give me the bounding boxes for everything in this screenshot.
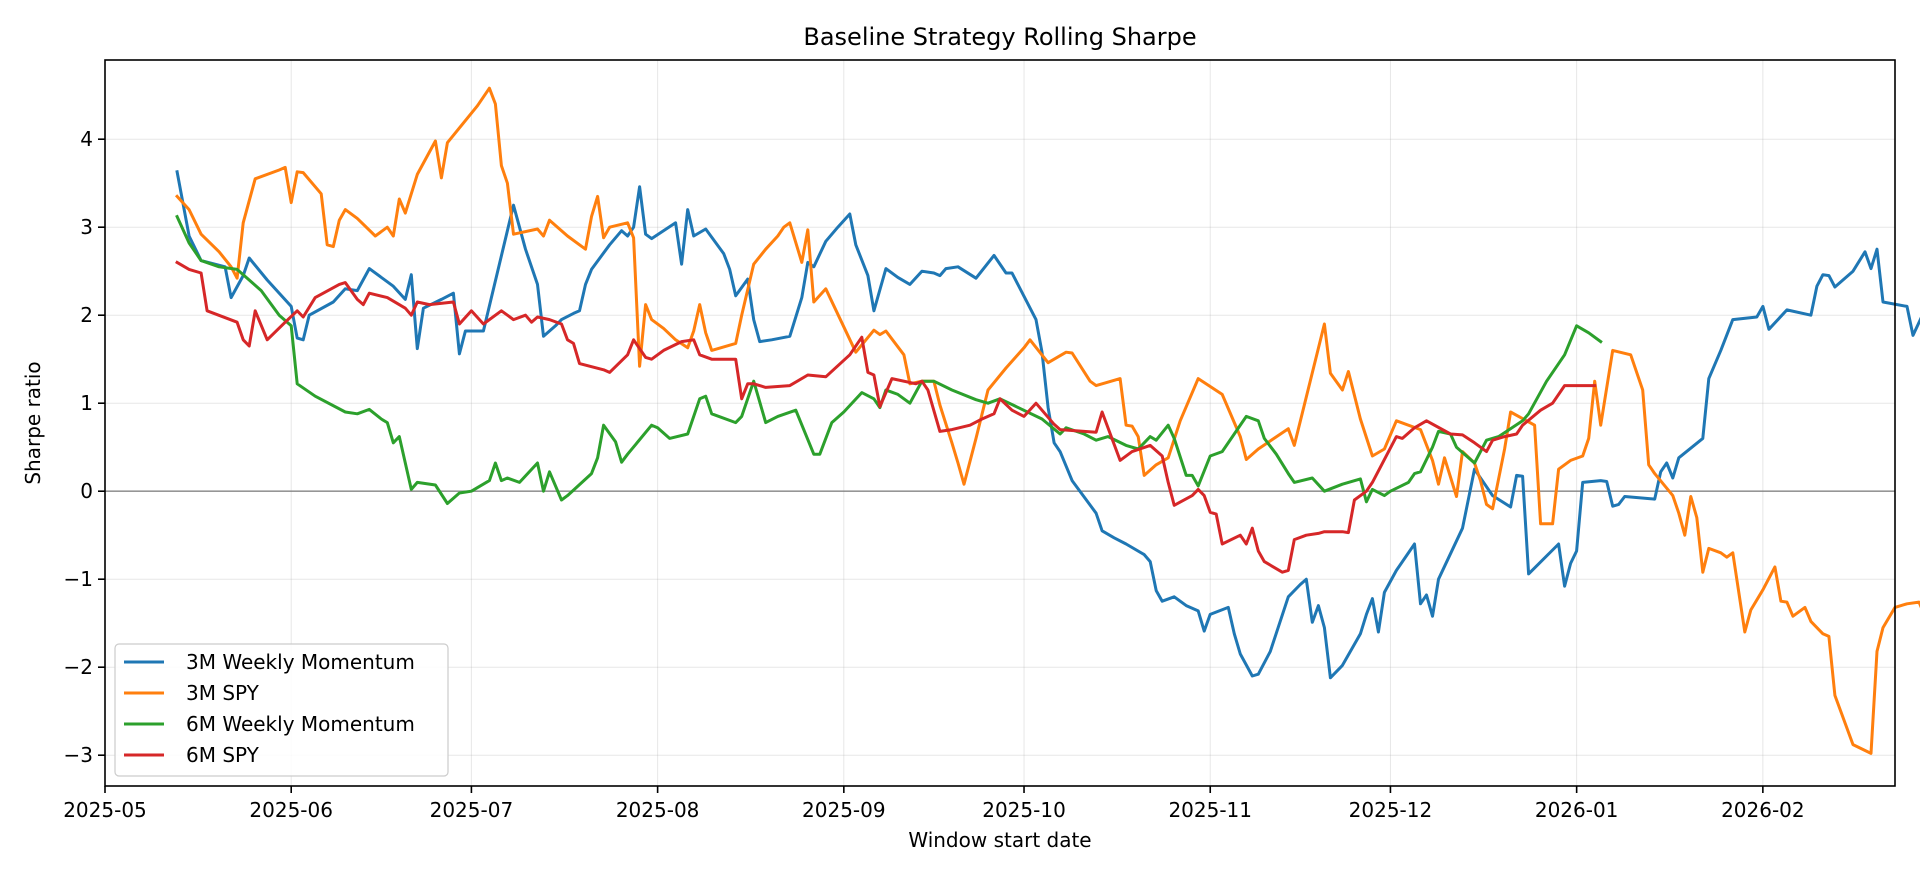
legend-box	[114, 643, 449, 777]
x-tick-label: 2025-05	[63, 798, 147, 822]
legend-label: 6M Weekly Momentum	[186, 712, 415, 736]
x-tick-label: 2025-09	[802, 798, 886, 822]
legend-label: 3M SPY	[186, 681, 260, 705]
x-axis-label: Window start date	[908, 828, 1091, 852]
legend-label: 6M SPY	[186, 743, 260, 767]
x-tick-label: 2025-07	[430, 798, 514, 822]
x-tick-label: 2025-11	[1168, 798, 1252, 822]
y-tick-label: 3	[80, 215, 93, 239]
chart-title: Baseline Strategy Rolling Sharpe	[803, 23, 1196, 51]
series-line-1	[175, 170, 1920, 680]
plot-frame	[104, 59, 1896, 787]
legend-label: 3M Weekly Momentum	[186, 650, 415, 674]
x-tick-label: 2025-08	[616, 798, 700, 822]
series-line-4	[175, 260, 1597, 574]
y-tick-label: 4	[80, 127, 93, 151]
x-tick-label: 2025-06	[249, 798, 333, 822]
x-tick-label: 2026-01	[1535, 798, 1619, 822]
x-tick-label: 2026-02	[1721, 798, 1805, 822]
y-tick-label: 2	[80, 303, 93, 327]
series-layer	[174, 86, 1920, 755]
legend: 3M Weekly Momentum 3M SPY 6M Weekly Moment…	[114, 643, 449, 777]
series-line-3	[175, 214, 1603, 505]
series-line-2	[174, 86, 1920, 755]
y-axis-label: Sharpe ratio	[21, 361, 45, 484]
y-tick-label: −2	[64, 655, 93, 679]
tick-layer: 2025-05 2025-06 2025-07 2025-08 2025-09 2025-…	[63, 127, 1804, 822]
y-tick-label: 0	[80, 479, 93, 503]
x-tick-label: 2025-12	[1349, 798, 1433, 822]
x-tick-label: 2025-10	[982, 798, 1066, 822]
y-tick-label: −3	[64, 743, 93, 767]
y-tick-label: 1	[80, 391, 93, 415]
y-tick-label: −1	[64, 567, 93, 591]
